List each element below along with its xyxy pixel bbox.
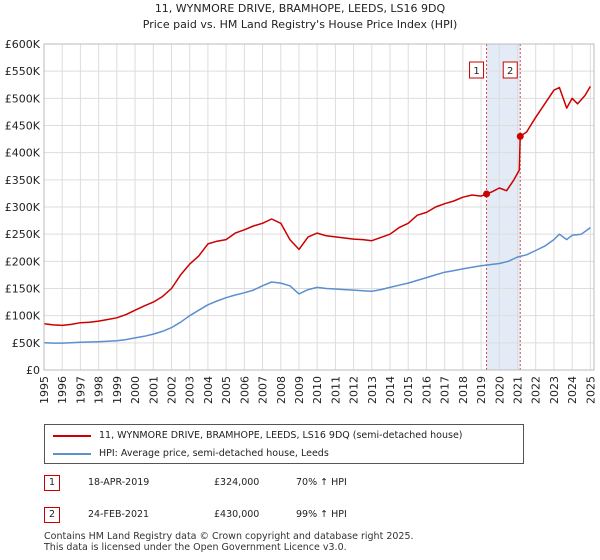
x-tick-label: 2012 — [348, 376, 361, 404]
chart-title: 11, WYNMORE DRIVE, BRAMHOPE, LEEDS, LS16… — [155, 2, 446, 15]
x-tick-label: 2000 — [129, 376, 142, 404]
sale-marker-label: 1 — [473, 66, 479, 77]
x-tick-label: 2011 — [329, 376, 342, 404]
sale-point — [483, 190, 491, 198]
legend-item-property: 11, WYNMORE DRIVE, BRAMHOPE, LEEDS, LS16… — [53, 428, 463, 444]
sale-date: 18-APR-2019 — [88, 477, 150, 488]
sale-price: £430,000 — [214, 509, 260, 520]
y-tick-label: £300K — [5, 201, 41, 214]
x-tick-label: 2016 — [420, 376, 433, 404]
legend-label-hpi: HPI: Average price, semi-detached house,… — [99, 448, 329, 459]
y-tick-label: £400K — [5, 147, 41, 160]
x-tick-label: 2019 — [475, 376, 488, 404]
x-tick-label: 2005 — [220, 376, 233, 404]
footer-attribution: Contains HM Land Registry data © Crown c… — [44, 531, 414, 553]
x-tick-label: 2014 — [384, 376, 397, 404]
y-tick-label: £100K — [5, 310, 41, 323]
sale-marker-box — [469, 61, 485, 79]
x-tick-label: 2015 — [402, 376, 415, 404]
price-chart: 11, WYNMORE DRIVE, BRAMHOPE, LEEDS, LS16… — [5, 2, 598, 404]
x-tick-label: 2018 — [457, 376, 470, 404]
y-tick-label: £250K — [5, 228, 41, 241]
x-tick-label: 2024 — [566, 376, 579, 404]
x-tick-label: 2021 — [512, 376, 525, 404]
x-tick-label: 2003 — [184, 376, 197, 404]
x-tick-label: 2006 — [238, 376, 251, 404]
y-tick-label: £150K — [5, 283, 41, 296]
x-tick-label: 2001 — [147, 376, 160, 404]
sale-badge: 1 — [44, 475, 60, 491]
sale-hpi-change: 99% ↑ HPI — [296, 509, 347, 520]
chart-legend: 11, WYNMORE DRIVE, BRAMHOPE, LEEDS, LS16… — [44, 424, 524, 464]
chart-subtitle: Price paid vs. HM Land Registry's House … — [143, 18, 458, 31]
sale-price: £324,000 — [214, 477, 260, 488]
y-tick-label: £0 — [26, 364, 40, 377]
y-tick-label: £350K — [5, 174, 41, 187]
x-tick-label: 1995 — [38, 376, 51, 404]
sale-date: 24-FEB-2021 — [88, 509, 150, 520]
legend-swatch-property — [53, 434, 91, 437]
y-tick-label: £550K — [5, 65, 41, 78]
sale-marker-box — [502, 61, 518, 79]
x-tick-label: 1997 — [74, 376, 87, 404]
x-tick-label: 2023 — [548, 376, 561, 404]
x-tick-label: 1996 — [56, 376, 69, 404]
x-tick-label: 2020 — [493, 376, 506, 404]
footer-line-2: This data is licensed under the Open Gov… — [44, 542, 347, 553]
plot-frame — [43, 43, 595, 371]
x-tick-label: 2017 — [439, 376, 452, 404]
x-tick-label: 2010 — [311, 376, 324, 404]
legend-label-property: 11, WYNMORE DRIVE, BRAMHOPE, LEEDS, LS16… — [99, 430, 463, 441]
y-tick-label: £450K — [5, 120, 41, 133]
x-tick-label: 1999 — [111, 376, 124, 404]
x-tick-label: 2025 — [584, 376, 597, 404]
sale-point — [516, 132, 524, 140]
y-tick-label: £50K — [12, 337, 41, 350]
sale-marker-label: 2 — [507, 66, 513, 77]
x-tick-label: 2008 — [275, 376, 288, 404]
x-tick-label: 2004 — [202, 376, 215, 404]
legend-item-hpi: HPI: Average price, semi-detached house,… — [53, 446, 329, 462]
x-tick-label: 2007 — [257, 376, 270, 404]
footer-line-1: Contains HM Land Registry data © Crown c… — [44, 531, 414, 542]
x-tick-label: 2022 — [530, 376, 543, 404]
x-tick-label: 2002 — [165, 376, 178, 404]
x-tick-label: 2013 — [366, 376, 379, 404]
sale-badge: 2 — [44, 507, 60, 523]
property-price-line — [43, 86, 592, 327]
x-tick-label: 2009 — [293, 376, 306, 404]
hpi-line — [43, 226, 591, 344]
y-tick-label: £600K — [5, 38, 41, 51]
x-tick-label: 1998 — [93, 376, 106, 404]
sale-hpi-change: 70% ↑ HPI — [296, 477, 347, 488]
y-tick-label: £200K — [5, 255, 41, 268]
legend-swatch-hpi — [53, 452, 91, 455]
y-tick-label: £500K — [5, 92, 41, 105]
